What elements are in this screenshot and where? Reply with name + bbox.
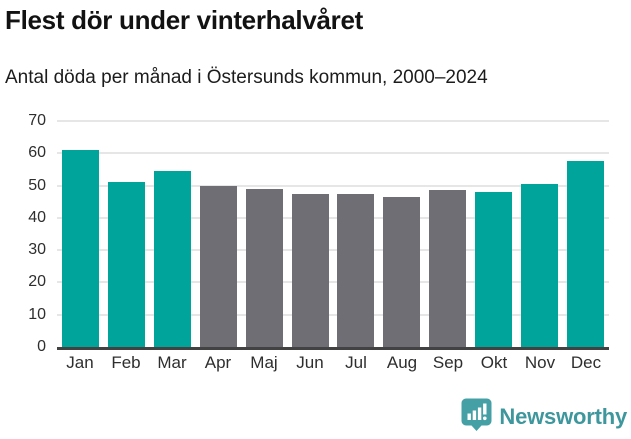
bars (57, 121, 609, 347)
plot-area (57, 120, 609, 350)
y-tick-label-60: 60 (28, 144, 46, 162)
y-axis-labels: 0 10 20 30 40 50 60 70 (0, 112, 46, 355)
bar-feb (107, 182, 145, 347)
gridline-60 (57, 152, 609, 155)
bar-sep (429, 190, 467, 347)
gridline-20 (57, 281, 609, 284)
gridline-40 (57, 216, 609, 219)
y-tick-label-50: 50 (28, 176, 46, 194)
gridline-70 (57, 120, 609, 122)
bar-jul (337, 193, 375, 347)
gridline-10 (57, 313, 609, 316)
y-tick-label-20: 20 (28, 273, 46, 291)
x-tick-label-jul: Jul (345, 353, 367, 372)
bar-okt (475, 192, 513, 347)
y-tick-label-30: 30 (28, 241, 46, 259)
x-tick-label-okt: Okt (480, 353, 508, 372)
y-tick-label-0: 0 (37, 338, 46, 355)
brand-footer: Newsworthy (461, 398, 627, 436)
chart-title: Flest dör under vinterhalvåret (5, 5, 363, 35)
x-tick-label-nov: Nov (524, 353, 556, 372)
brand-name: Newsworthy (499, 404, 627, 429)
bar-apr (199, 185, 237, 347)
x-tick-label-aug: Aug (386, 353, 418, 372)
chart-subtitle: Antal döda per månad i Östersunds kommun… (5, 67, 488, 88)
x-axis-labels: Jan Feb Mar Apr Maj Jun Jul Aug Sep Okt Nov Dec (57, 353, 609, 373)
y-tick-label-40: 40 (28, 208, 46, 226)
y-tick-label-70: 70 (28, 112, 46, 129)
gridline-50 (57, 184, 609, 187)
bar-nov (521, 183, 559, 347)
bar-mar (153, 171, 191, 347)
x-tick-label-maj: Maj (250, 353, 278, 372)
y-tick-label-10: 10 (28, 305, 46, 323)
x-tick-label-jan: Jan (66, 353, 94, 372)
x-tick-label-jun: Jun (296, 353, 324, 372)
bar-aug (383, 196, 421, 347)
bar-maj (245, 188, 283, 347)
x-tick-label-apr: Apr (204, 353, 232, 372)
bar-jun (291, 193, 329, 347)
gridlines (57, 120, 609, 347)
bar-dec (566, 161, 604, 347)
bar-chart-speech-bubble-icon (461, 398, 492, 436)
gridline-30 (57, 249, 609, 252)
x-tick-label-sep: Sep (432, 353, 464, 372)
x-tick-label-dec: Dec (570, 353, 602, 372)
bar-jan (62, 150, 99, 347)
x-tick-label-mar: Mar (157, 353, 187, 372)
x-tick-label-feb: Feb (111, 353, 141, 372)
